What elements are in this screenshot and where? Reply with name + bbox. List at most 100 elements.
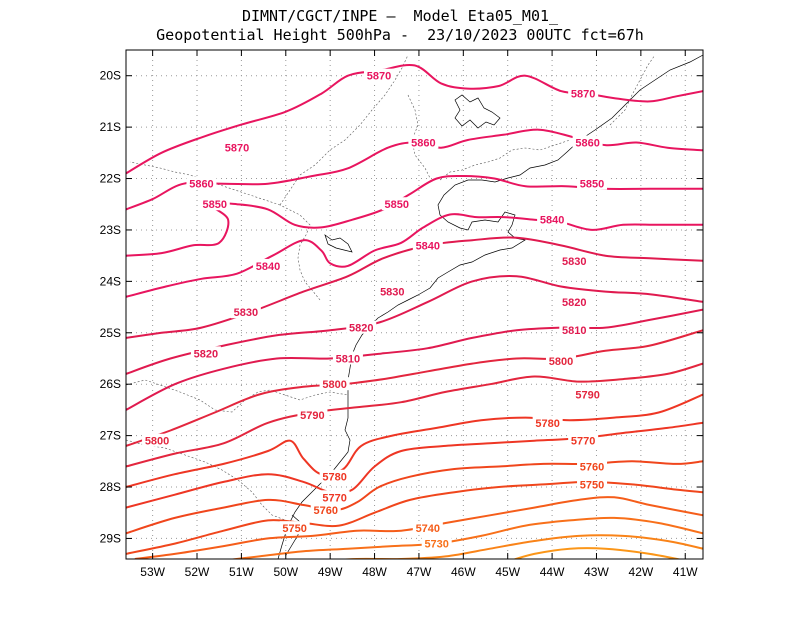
contour-label-5830: 5830 bbox=[234, 307, 258, 319]
contour-label-5830: 5830 bbox=[380, 287, 404, 299]
contour-label-5820: 5820 bbox=[349, 323, 373, 335]
contour-label-bg bbox=[408, 135, 439, 149]
contour-label-5780: 5780 bbox=[535, 418, 559, 430]
contour-label-5800: 5800 bbox=[145, 436, 169, 448]
x-tick-label: 43W bbox=[584, 565, 609, 579]
x-tick-label: 47W bbox=[407, 565, 432, 579]
y-tick-label: 28S bbox=[100, 480, 121, 494]
contour-line-5840 bbox=[126, 213, 703, 298]
contour-label-bg bbox=[572, 387, 603, 401]
contour-label-5800: 5800 bbox=[549, 356, 573, 368]
contour-label-bg bbox=[545, 354, 576, 368]
contour-label-5800: 5800 bbox=[322, 379, 346, 391]
contour-label-bg bbox=[346, 320, 377, 334]
contour-label-bg bbox=[186, 176, 217, 190]
axis-ticks: 53W 52W 51W 50W 49W 48W 47W 46W 45W 44W 43W 42W 41W 2… bbox=[100, 50, 703, 579]
contour-label-bg bbox=[253, 258, 284, 272]
contour-label-5860: 5860 bbox=[189, 179, 213, 191]
y-tick-label: 25S bbox=[100, 326, 121, 340]
coastline-path bbox=[277, 54, 703, 559]
contour-label-bg bbox=[190, 346, 221, 360]
contour-label-5840: 5840 bbox=[416, 240, 440, 252]
contour-label-5870: 5870 bbox=[367, 71, 391, 83]
contour-label-5750: 5750 bbox=[580, 479, 604, 491]
contour-label-bg bbox=[568, 86, 599, 100]
contour-label-5820: 5820 bbox=[194, 348, 218, 360]
x-tick-label: 51W bbox=[229, 565, 254, 579]
y-tick-label: 27S bbox=[100, 429, 121, 443]
state-border-path bbox=[126, 439, 286, 521]
contour-line-5800 bbox=[126, 329, 703, 447]
y-tick-label: 23S bbox=[100, 223, 121, 237]
contour-label-5870: 5870 bbox=[225, 143, 249, 155]
contour-label-5850: 5850 bbox=[580, 179, 604, 191]
contour-label-bg bbox=[221, 140, 252, 154]
contour-label-bg bbox=[310, 503, 341, 517]
lagoon-path bbox=[285, 514, 301, 556]
x-tick-label: 48W bbox=[362, 565, 387, 579]
contour-label-bg bbox=[572, 135, 603, 149]
x-tick-label: 50W bbox=[273, 565, 298, 579]
contour-label-5850: 5850 bbox=[203, 199, 227, 211]
contour-label-bg bbox=[559, 294, 590, 308]
contour-label-bg bbox=[230, 305, 261, 319]
x-tick-label: 52W bbox=[185, 565, 210, 579]
state-border-path bbox=[279, 204, 321, 301]
contour-label-bg bbox=[532, 415, 563, 429]
y-tick-label: 26S bbox=[100, 377, 121, 391]
contour-label-5810: 5810 bbox=[562, 325, 586, 337]
state-borders bbox=[126, 54, 656, 521]
contour-label-5790: 5790 bbox=[300, 410, 324, 422]
contour-line-5830 bbox=[126, 236, 703, 339]
map-title-line2: Geopotential Height 500hPa - 23/10/2023 … bbox=[156, 26, 644, 44]
x-tick-label: 46W bbox=[451, 565, 476, 579]
contour-label-bg bbox=[577, 176, 608, 190]
contour-line-5710 bbox=[512, 547, 683, 559]
contour-label-5730: 5730 bbox=[424, 539, 448, 551]
map-title-line1: DIMNT/CGCT/INPE — Model Eta05_M01_ bbox=[241, 7, 559, 25]
contour-label-5840: 5840 bbox=[540, 215, 564, 227]
contour-label-5790: 5790 bbox=[575, 389, 599, 401]
contour-label-5780: 5780 bbox=[322, 472, 346, 484]
contour-label-bg bbox=[412, 521, 443, 535]
contour-label-5820: 5820 bbox=[562, 297, 586, 309]
contour-label-bg bbox=[377, 284, 408, 298]
contour-line-5720 bbox=[336, 534, 703, 559]
contour-label-5830: 5830 bbox=[562, 256, 586, 268]
contour-label-bg bbox=[332, 351, 363, 365]
contour-label-5750: 5750 bbox=[282, 523, 306, 535]
contour-label-5770: 5770 bbox=[322, 492, 346, 504]
contour-label-5870: 5870 bbox=[571, 89, 595, 101]
state-border-path bbox=[609, 54, 656, 126]
x-tick-label: 42W bbox=[629, 565, 654, 579]
contour-label-bg bbox=[319, 469, 350, 483]
coastline bbox=[277, 54, 703, 559]
contour-labels: 5870 5870 5870 5860 5860 5860 5850 5850 5850 5840… bbox=[142, 68, 608, 551]
lake2-path bbox=[324, 234, 353, 253]
contour-label-bg bbox=[568, 433, 599, 447]
y-tick-label: 22S bbox=[100, 172, 121, 186]
contour-label-bg bbox=[421, 536, 452, 550]
state-border-path bbox=[439, 139, 571, 181]
contour-label-bg bbox=[142, 433, 173, 447]
state-border-path bbox=[279, 54, 409, 206]
contour-line-5760 bbox=[126, 460, 703, 535]
y-tick-label: 20S bbox=[100, 69, 121, 83]
contour-label-bg bbox=[537, 212, 568, 226]
contour-line-5780 bbox=[126, 393, 703, 488]
contour-label-bg bbox=[279, 521, 310, 535]
contour-line-5810 bbox=[126, 308, 703, 411]
contour-label-5860: 5860 bbox=[575, 138, 599, 150]
contour-label-5760: 5760 bbox=[313, 505, 337, 517]
x-tick-label: 53W bbox=[140, 565, 165, 579]
contour-line-5870 bbox=[126, 63, 703, 175]
x-tick-label: 49W bbox=[318, 565, 343, 579]
contour-label-5760: 5760 bbox=[580, 461, 604, 473]
contour-line-5820 bbox=[126, 275, 703, 375]
contour-label-bg bbox=[319, 377, 350, 391]
y-tick-label: 29S bbox=[100, 531, 121, 545]
contour-label-5740: 5740 bbox=[416, 523, 440, 535]
contour-label-5850: 5850 bbox=[385, 199, 409, 211]
contour-label-5770: 5770 bbox=[571, 436, 595, 448]
